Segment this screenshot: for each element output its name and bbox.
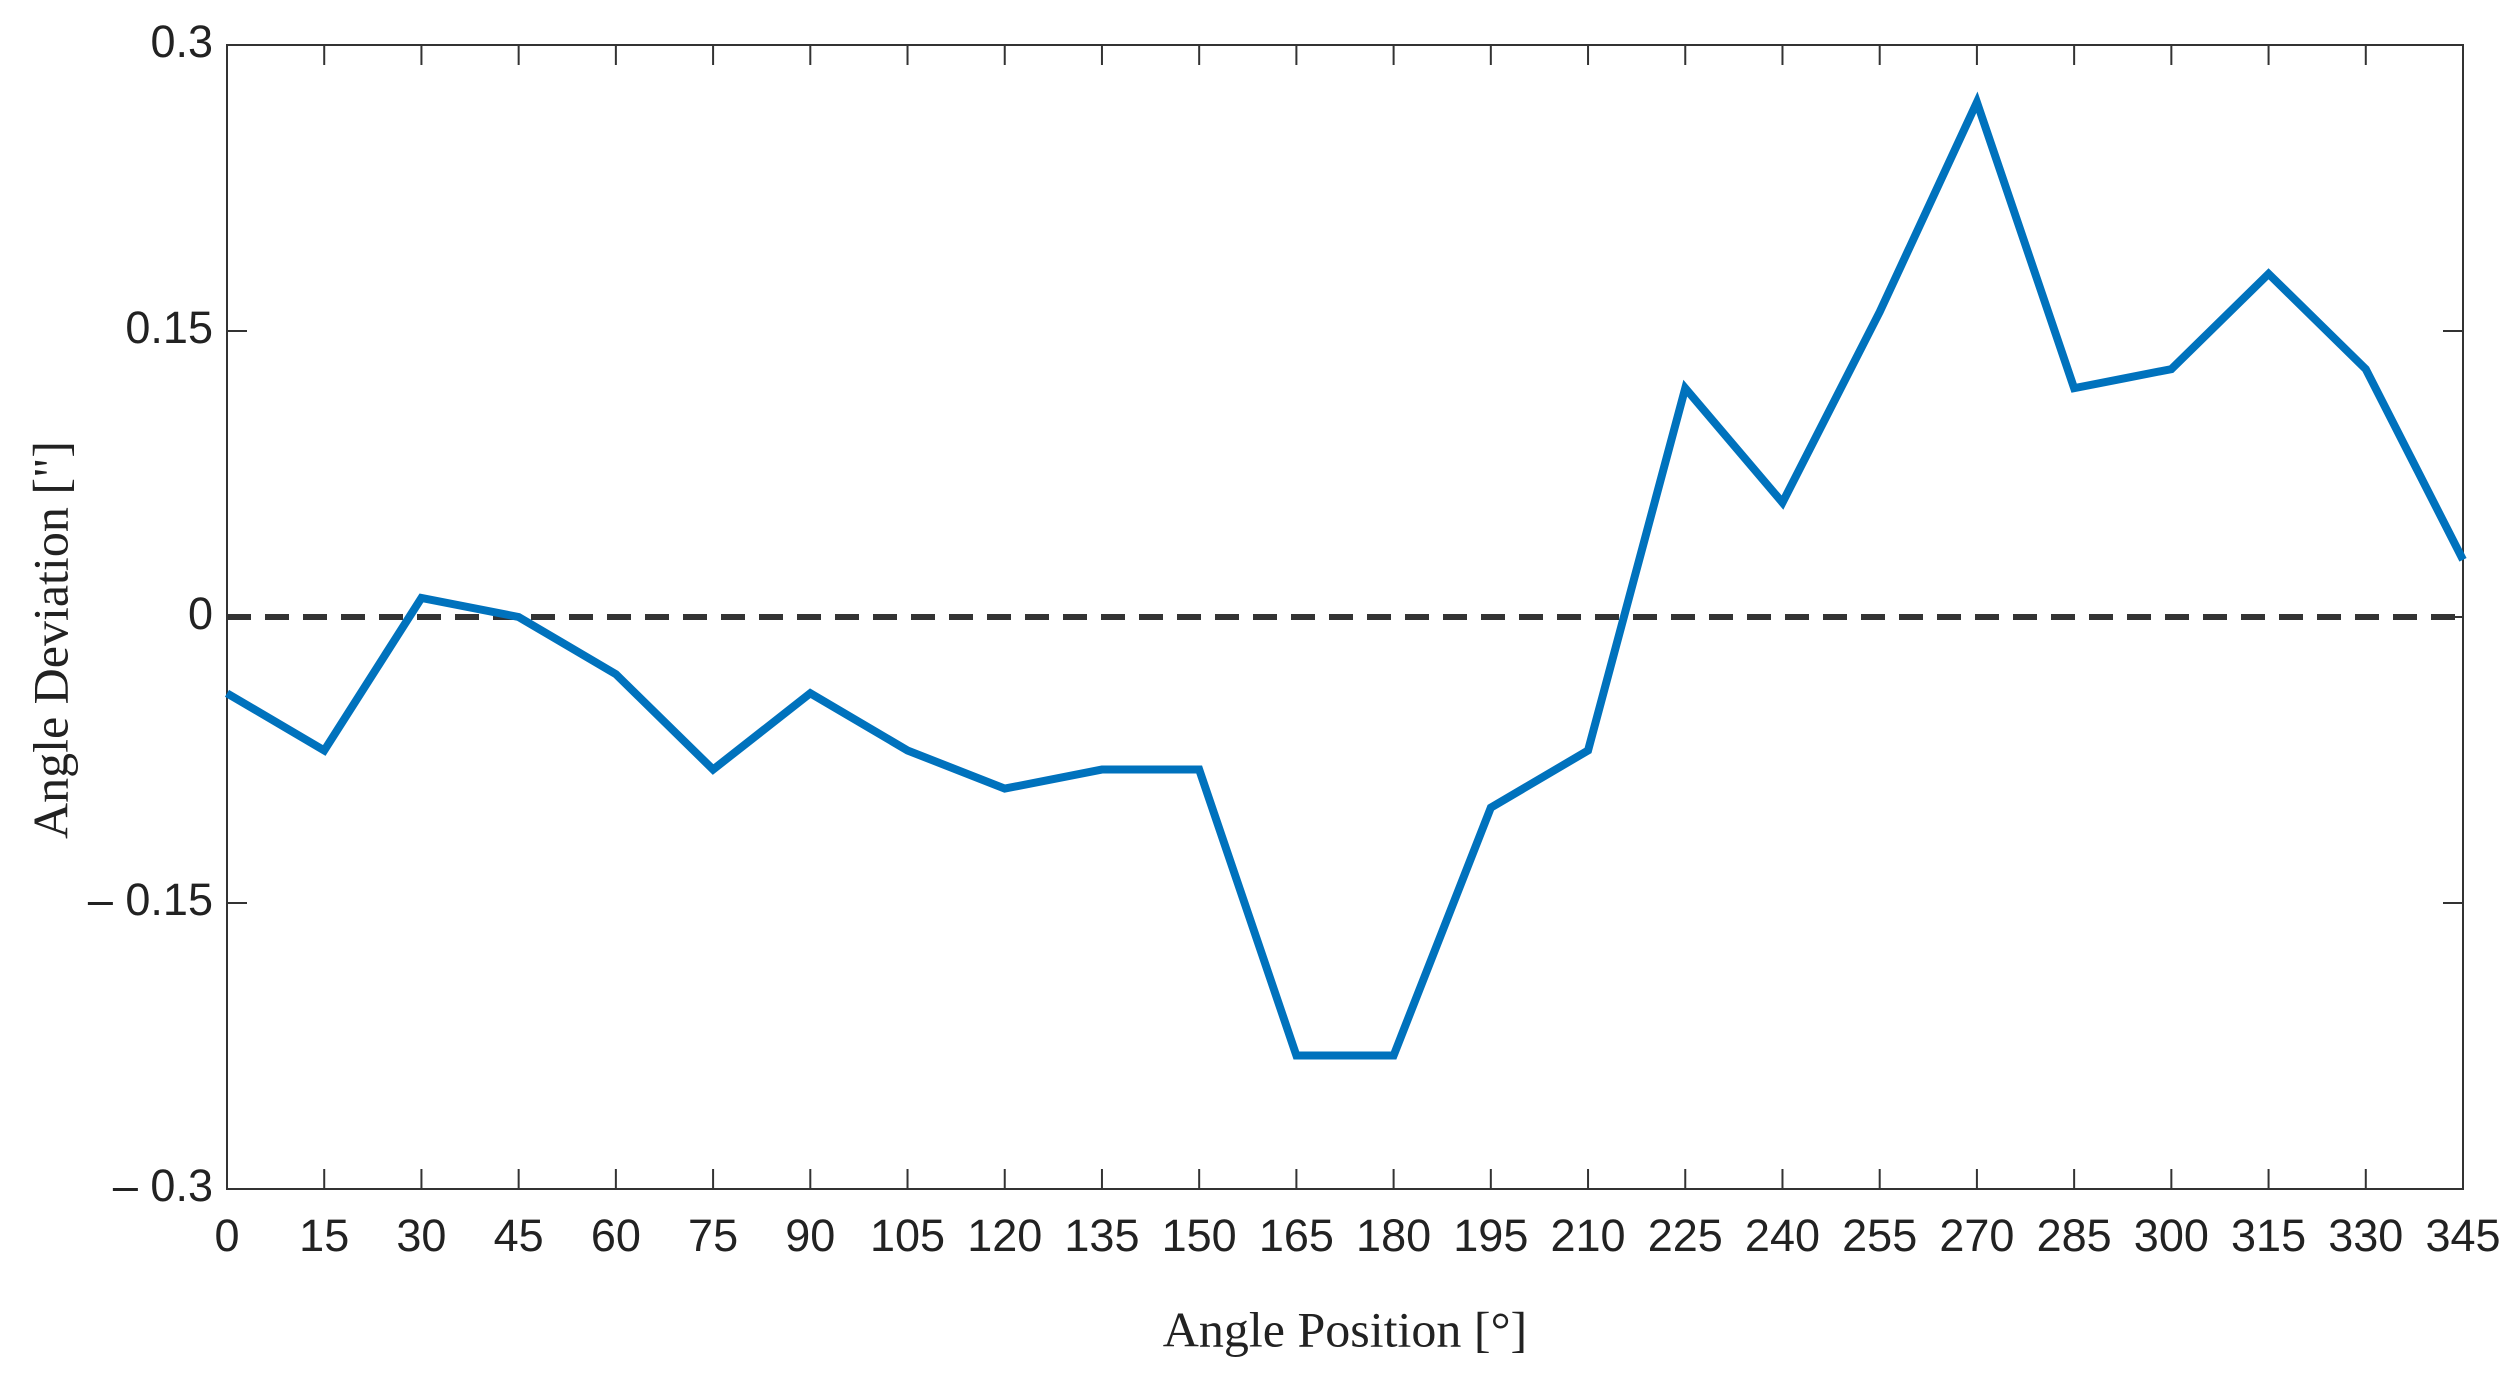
- x-tick-label: 90: [785, 1210, 835, 1261]
- x-tick-label: 165: [1259, 1210, 1334, 1261]
- x-tick-label: 135: [1064, 1210, 1139, 1261]
- x-tick-label: 270: [1939, 1210, 2014, 1261]
- y-tick-label: 0: [188, 588, 213, 639]
- x-tick-label: 315: [2231, 1210, 2306, 1261]
- x-tick-label: 150: [1162, 1210, 1237, 1261]
- x-tick-label: 345: [2425, 1210, 2500, 1261]
- x-tick-label: 45: [494, 1210, 544, 1261]
- x-tick-label: 240: [1745, 1210, 1820, 1261]
- y-tick-label: – 0.3: [113, 1160, 213, 1211]
- x-tick-label: 195: [1453, 1210, 1528, 1261]
- x-tick-label: 120: [967, 1210, 1042, 1261]
- x-tick-label: 210: [1550, 1210, 1625, 1261]
- x-axis-label: Angle Position [°]: [1163, 1301, 1527, 1357]
- x-tick-label: 15: [299, 1210, 349, 1261]
- x-tick-label: 255: [1842, 1210, 1917, 1261]
- y-axis-label: Angle Deviation ["]: [22, 441, 78, 839]
- data-line: [224, 91, 2467, 1060]
- x-tick-label: 75: [688, 1210, 738, 1261]
- x-tick-label: 60: [591, 1210, 641, 1261]
- x-tick-label: 300: [2134, 1210, 2209, 1261]
- x-tick-label: 285: [2037, 1210, 2112, 1261]
- y-tick-label: 0.15: [125, 302, 213, 353]
- x-tick-label: 105: [870, 1210, 945, 1261]
- y-tick-label: – 0.15: [88, 874, 213, 925]
- x-tick-label: 330: [2328, 1210, 2403, 1261]
- x-tick-label: 0: [214, 1210, 239, 1261]
- x-tick-label: 30: [396, 1210, 446, 1261]
- x-tick-label: 180: [1356, 1210, 1431, 1261]
- y-tick-label: 0.3: [150, 16, 213, 67]
- x-tick-label: 225: [1648, 1210, 1723, 1261]
